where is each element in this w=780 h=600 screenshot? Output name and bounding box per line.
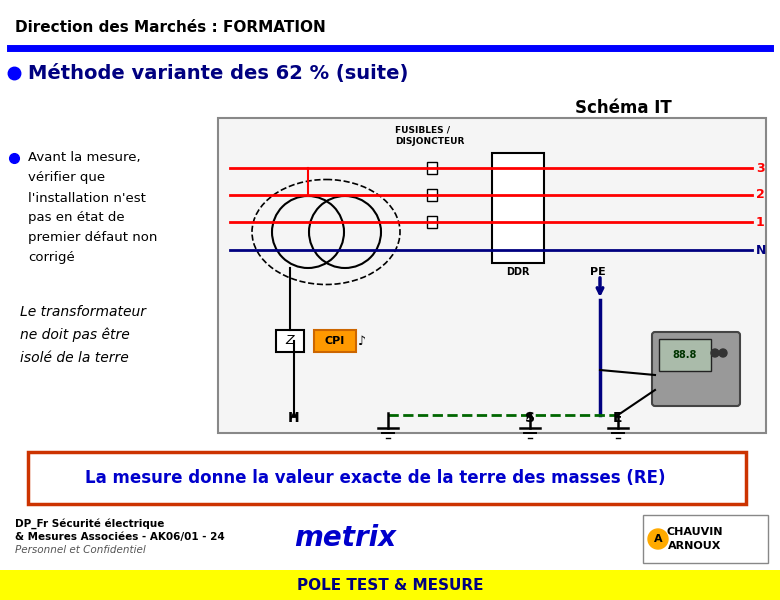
Circle shape xyxy=(648,529,668,549)
Text: H: H xyxy=(288,411,300,425)
FancyBboxPatch shape xyxy=(652,332,740,406)
Text: POLE TEST & MESURE: POLE TEST & MESURE xyxy=(296,577,484,593)
Text: DDR: DDR xyxy=(506,267,530,277)
Text: La mesure donne la valeur exacte de la terre des masses (RE): La mesure donne la valeur exacte de la t… xyxy=(85,469,665,487)
Circle shape xyxy=(719,349,727,357)
FancyBboxPatch shape xyxy=(28,452,746,504)
Text: pas en état de: pas en état de xyxy=(28,211,125,224)
FancyBboxPatch shape xyxy=(643,515,768,563)
Text: corrigé: corrigé xyxy=(28,251,75,265)
Text: Schéma IT: Schéma IT xyxy=(575,99,672,117)
FancyBboxPatch shape xyxy=(218,118,766,433)
Text: PE: PE xyxy=(590,267,606,277)
Text: E: E xyxy=(613,411,622,425)
Text: CPI: CPI xyxy=(325,336,345,346)
Text: ♪: ♪ xyxy=(358,335,366,347)
Text: 3: 3 xyxy=(756,161,764,175)
Text: DISJONCTEUR: DISJONCTEUR xyxy=(395,136,464,145)
FancyBboxPatch shape xyxy=(427,189,437,201)
Text: A: A xyxy=(654,534,662,544)
Text: Personnel et Confidentiel: Personnel et Confidentiel xyxy=(15,545,146,555)
Text: Méthode variante des 62 % (suite): Méthode variante des 62 % (suite) xyxy=(28,64,409,82)
Text: premier défaut non: premier défaut non xyxy=(28,232,158,245)
FancyBboxPatch shape xyxy=(659,339,711,371)
FancyBboxPatch shape xyxy=(492,153,544,263)
Text: FUSIBLES /: FUSIBLES / xyxy=(395,125,450,134)
FancyBboxPatch shape xyxy=(427,162,437,174)
Text: Avant la mesure,: Avant la mesure, xyxy=(28,151,140,164)
Text: ARNOUX: ARNOUX xyxy=(668,541,722,551)
Text: isolé de la terre: isolé de la terre xyxy=(20,351,129,365)
FancyBboxPatch shape xyxy=(276,330,304,352)
Text: CHAUVIN: CHAUVIN xyxy=(667,527,723,537)
Text: Direction des Marchés : FORMATION: Direction des Marchés : FORMATION xyxy=(15,20,326,35)
FancyBboxPatch shape xyxy=(0,570,780,600)
Text: 2: 2 xyxy=(756,188,764,202)
Text: S: S xyxy=(525,411,535,425)
Text: Z: Z xyxy=(285,335,294,347)
Text: Le transformateur: Le transformateur xyxy=(20,305,146,319)
Text: 88.8: 88.8 xyxy=(673,350,697,360)
Text: vérifier que: vérifier que xyxy=(28,172,105,185)
Text: & Mesures Associées - AK06/01 - 24: & Mesures Associées - AK06/01 - 24 xyxy=(15,532,225,542)
Text: metrix: metrix xyxy=(294,524,396,552)
Text: N: N xyxy=(756,244,767,257)
Text: l'installation n'est: l'installation n'est xyxy=(28,191,146,205)
FancyBboxPatch shape xyxy=(314,330,356,352)
FancyBboxPatch shape xyxy=(427,216,437,228)
Text: ne doit pas être: ne doit pas être xyxy=(20,328,129,342)
Circle shape xyxy=(711,349,719,357)
Text: 1: 1 xyxy=(756,215,764,229)
Text: DP_Fr Sécurité électrique: DP_Fr Sécurité électrique xyxy=(15,518,165,529)
